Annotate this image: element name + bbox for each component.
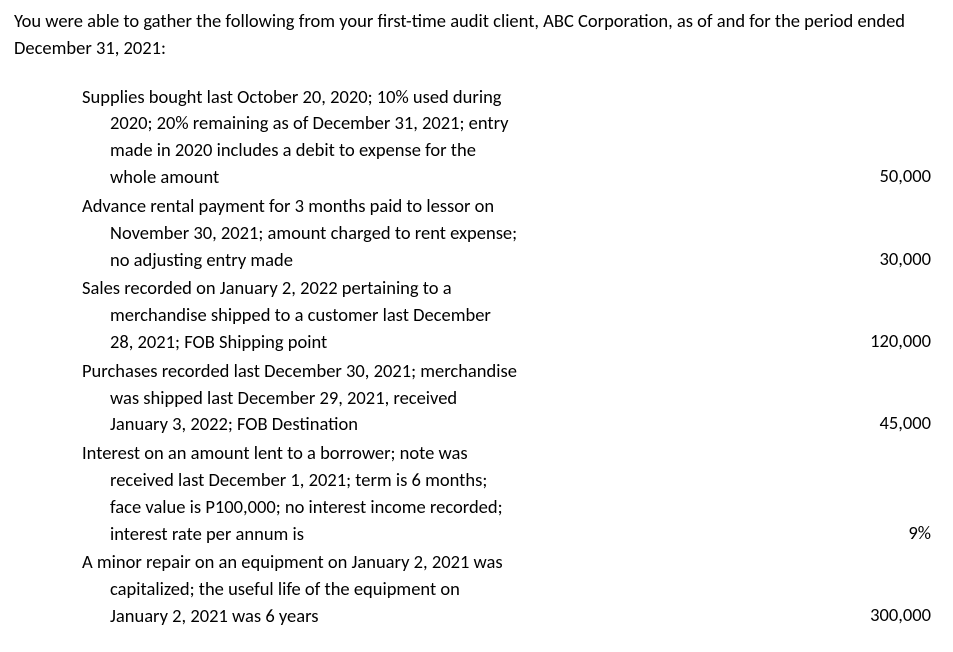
item-description: A minor repair on an equipment on Januar… <box>82 549 801 629</box>
desc-line: was shipped last December 29, 2021, rece… <box>82 385 761 412</box>
item-amount: 120,000 <box>801 328 931 356</box>
desc-line: A minor repair on an equipment on Januar… <box>82 549 761 576</box>
list-item: Interest on an amount lent to a borrower… <box>82 440 931 547</box>
item-amount: 300,000 <box>801 602 931 630</box>
list-item: Purchases recorded last December 30, 202… <box>82 358 931 438</box>
desc-line: whole amount <box>82 164 761 191</box>
item-description: Supplies bought last October 20, 2020; 1… <box>82 84 801 191</box>
desc-line: January 3, 2022; FOB Destination <box>82 411 761 438</box>
item-amount: 45,000 <box>801 410 931 438</box>
item-amount: 9% <box>801 520 931 548</box>
desc-line: January 2, 2021 was 6 years <box>82 603 761 630</box>
desc-line: face value is P100,000; no interest inco… <box>82 494 761 521</box>
intro-paragraph: You were able to gather the following fr… <box>14 8 939 62</box>
item-amount: 30,000 <box>801 246 931 274</box>
desc-line: Sales recorded on January 2, 2022 pertai… <box>82 275 761 302</box>
desc-line: Purchases recorded last December 30, 202… <box>82 358 761 385</box>
item-description: Interest on an amount lent to a borrower… <box>82 440 801 547</box>
document-page: You were able to gather the following fr… <box>0 0 953 652</box>
desc-line: made in 2020 includes a debit to expense… <box>82 137 761 164</box>
list-item: A minor repair on an equipment on Januar… <box>82 549 931 629</box>
desc-line: 28, 2021; FOB Shipping point <box>82 329 761 356</box>
desc-line: received last December 1, 2021; term is … <box>82 467 761 494</box>
item-description: Advance rental payment for 3 months paid… <box>82 193 801 273</box>
list-item: Supplies bought last October 20, 2020; 1… <box>82 84 931 191</box>
item-description: Sales recorded on January 2, 2022 pertai… <box>82 275 801 355</box>
item-description: Purchases recorded last December 30, 202… <box>82 358 801 438</box>
desc-line: Supplies bought last October 20, 2020; 1… <box>82 84 761 111</box>
list-item: Advance rental payment for 3 months paid… <box>82 193 931 273</box>
desc-line: 2020; 20% remaining as of December 31, 2… <box>82 110 761 137</box>
desc-line: merchandise shipped to a customer last D… <box>82 302 761 329</box>
item-list: Supplies bought last October 20, 2020; 1… <box>14 84 939 630</box>
desc-line: November 30, 2021; amount charged to ren… <box>82 220 761 247</box>
list-item: Sales recorded on January 2, 2022 pertai… <box>82 275 931 355</box>
desc-line: no adjusting entry made <box>82 247 761 274</box>
item-amount: 50,000 <box>801 163 931 191</box>
desc-line: capitalized; the useful life of the equi… <box>82 576 761 603</box>
desc-line: interest rate per annum is <box>82 521 761 548</box>
desc-line: Advance rental payment for 3 months paid… <box>82 193 761 220</box>
desc-line: Interest on an amount lent to a borrower… <box>82 440 761 467</box>
